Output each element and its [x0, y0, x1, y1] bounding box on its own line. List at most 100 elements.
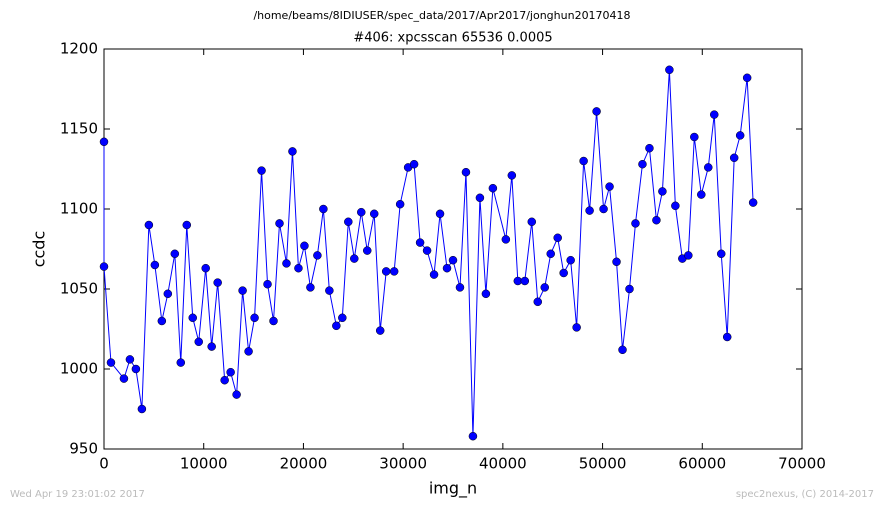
data-point: [338, 313, 347, 323]
data-point: [144, 220, 154, 230]
data-point: [170, 249, 180, 259]
data-point: [507, 171, 517, 180]
data-point: [207, 342, 216, 351]
data-point: [690, 132, 699, 142]
data-point: [722, 332, 732, 342]
data-point: [697, 190, 706, 199]
suptitle: /home/beams/8IDIUSER/spec_data/2017/Apr2…: [253, 9, 630, 22]
x-tick-label: 10000: [180, 455, 228, 473]
data-point: [546, 249, 555, 259]
data-point: [369, 209, 379, 219]
x-tick-label: 70000: [778, 455, 826, 473]
data-point: [475, 193, 485, 203]
y-tick-label: 950: [69, 440, 98, 458]
data-point: [579, 156, 588, 166]
data-point: [344, 217, 353, 227]
data-point: [332, 321, 341, 331]
data-point: [572, 323, 581, 332]
data-point: [631, 219, 640, 228]
data-point: [735, 131, 745, 140]
data-point: [282, 259, 291, 268]
data-point: [381, 267, 391, 276]
data-point: [409, 159, 419, 169]
data-point: [605, 182, 614, 191]
data-point: [618, 345, 627, 355]
data-point: [395, 199, 405, 209]
data-point: [288, 147, 297, 156]
data-point: [559, 268, 568, 278]
data-point: [415, 238, 425, 247]
data-point: [300, 241, 309, 251]
data-point: [99, 262, 109, 271]
data-point: [520, 276, 530, 286]
x-axis-label: img_n: [429, 479, 477, 499]
data-point: [269, 316, 278, 326]
data-point: [313, 251, 322, 260]
data-point: [638, 159, 647, 169]
data-point: [150, 260, 160, 270]
data-point: [106, 358, 116, 367]
data-point: [213, 278, 222, 287]
data-point: [119, 374, 129, 383]
data-point: [263, 279, 272, 289]
data-point: [585, 206, 594, 215]
data-point: [250, 313, 259, 323]
data-point: [422, 246, 432, 255]
data-point: [527, 217, 537, 227]
data-point: [455, 283, 465, 292]
data-point: [232, 390, 241, 399]
data-point: [553, 233, 562, 243]
data-point: [375, 326, 385, 335]
x-tick-label: 60000: [678, 455, 726, 473]
data-point: [306, 283, 315, 292]
y-tick-label: 1200: [60, 40, 98, 58]
data-point: [201, 263, 210, 273]
data-point: [448, 255, 458, 265]
data-point: [748, 198, 758, 207]
y-tick-label: 1100: [60, 200, 98, 218]
data-point: [194, 337, 203, 347]
data-point: [176, 358, 186, 367]
data-point: [625, 284, 634, 294]
data-point: [163, 289, 173, 299]
data-point: [137, 404, 147, 414]
data-point: [188, 313, 197, 323]
data-point: [645, 143, 654, 153]
data-point: [275, 219, 284, 228]
data-point: [612, 257, 621, 267]
footer-credit: spec2nexus, (C) 2014-2017: [736, 489, 874, 500]
data-point: [488, 183, 498, 193]
data-point: [710, 110, 719, 119]
y-tick-label: 1150: [60, 120, 98, 138]
data-point: [350, 254, 359, 263]
data-point: [501, 235, 511, 244]
data-point: [592, 107, 601, 116]
data-point: [238, 286, 247, 295]
data-point: [599, 204, 608, 214]
data-point: [99, 137, 109, 147]
data-point: [665, 65, 674, 75]
data-point: [442, 263, 452, 273]
data-point: [716, 249, 726, 259]
data-point: [357, 207, 366, 217]
x-tick-label: 20000: [280, 455, 328, 473]
plot-frame: [103, 48, 803, 450]
x-tick-label: 30000: [379, 455, 427, 473]
data-point: [742, 73, 752, 83]
data-point: [704, 163, 713, 172]
data-point: [481, 289, 491, 299]
data-point: [652, 215, 661, 225]
data-point: [125, 355, 135, 364]
data-point: [461, 167, 471, 177]
x-tick-label: 40000: [479, 455, 527, 473]
y-axis-label: ccdc: [30, 231, 49, 268]
footer-date: Wed Apr 19 23:01:02 2017: [10, 489, 145, 500]
data-point: [220, 375, 229, 385]
data-point: [157, 316, 167, 326]
data-point: [389, 267, 399, 276]
data-point: [226, 367, 235, 377]
data-point: [257, 166, 266, 175]
data-point: [362, 246, 372, 255]
data-point: [658, 187, 667, 196]
